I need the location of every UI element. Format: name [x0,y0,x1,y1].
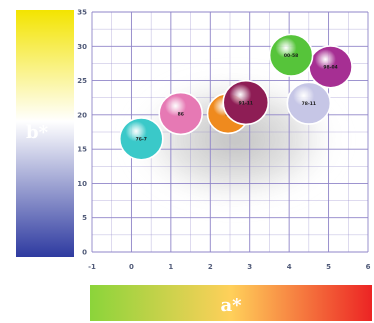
x-tick-label: 5 [326,263,331,271]
bubble-label: 00-58 [284,53,298,59]
x-tick-labels: -1 0 1 2 3 4 5 6 [88,263,370,271]
x-axis-title: a* [220,295,242,316]
y-tick-label: 35 [77,9,87,17]
bubble-label: 76-7 [136,137,147,143]
bubble-86 [158,91,204,136]
x-tick-label: 4 [287,263,292,271]
y-tick-label: 15 [77,146,87,154]
bubble-91-11 [222,79,270,126]
y-tick-label: 0 [82,249,87,257]
y-tick-label: 20 [77,111,87,119]
y-tick-label: 10 [77,180,87,188]
bubble-76-7 [118,117,164,161]
y-tick-label: 5 [82,214,87,222]
x-tick-label: -1 [88,263,96,271]
y-axis-title: b* [26,122,49,143]
bubble-label: 78-11 [302,101,316,107]
b-star-color-bar [16,10,74,257]
x-tick-label: 3 [247,263,252,271]
x-tick-label: 0 [129,263,134,271]
bubble-label: 91-11 [239,100,253,106]
x-tick-label: 1 [168,263,173,271]
x-tick-label: 6 [366,263,371,271]
bubble-00-58 [268,33,314,77]
bubble-label: 86 [178,111,184,117]
bubble-78-11 [286,81,332,125]
a-star-color-bar [90,285,372,321]
y-tick-label: 25 [77,77,87,85]
bubble-label: 98-04 [323,65,337,71]
x-tick-label: 2 [208,263,213,271]
y-tick-labels: 0 5 10 15 20 25 30 35 [77,9,87,257]
y-tick-label: 30 [77,43,87,51]
